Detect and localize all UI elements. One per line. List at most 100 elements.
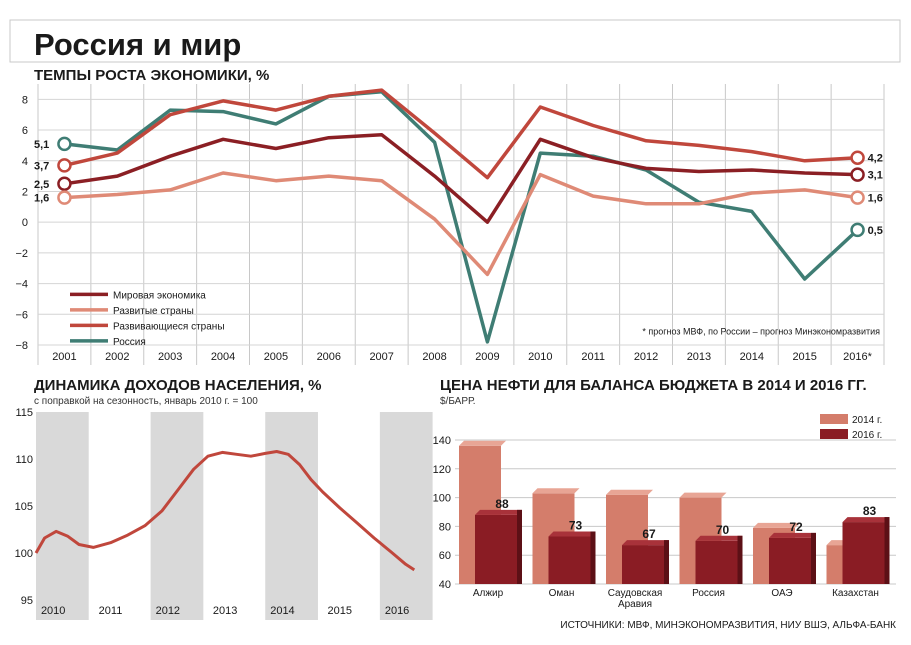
start-marker: [57, 136, 72, 152]
x-tick-label: 2002: [105, 351, 129, 363]
x-tick-label: 2008: [422, 351, 446, 363]
start-marker: [57, 190, 72, 205]
bar-value-label: 67: [642, 527, 656, 541]
y-tick-label: 120: [433, 464, 451, 476]
legend-swatch: [820, 429, 848, 439]
bar-value-label: 88: [495, 497, 509, 511]
oil-chart: 140 120 100 80 60 40 88 Алжир 73 Оман 67 Саудовская…: [433, 414, 896, 610]
y-tick-label: 95: [21, 595, 33, 607]
bar-2016: [622, 545, 664, 584]
bar-2016: [769, 537, 811, 584]
x-tick-label: 2014: [270, 605, 294, 617]
x-tick-label: 2015: [792, 351, 816, 363]
bar-2016-side: [590, 531, 596, 584]
x-tick-label: 2006: [317, 351, 341, 363]
bar-2016-side: [884, 517, 890, 584]
header-box: [9, 19, 901, 63]
bar-value-label: 72: [789, 520, 803, 534]
end-value-label: 1,6: [868, 193, 883, 205]
bar-2016-top: [695, 535, 743, 541]
bar-2016-side: [811, 532, 816, 584]
x-tick-label: 2009: [475, 351, 499, 363]
legend-swatch: [820, 414, 848, 424]
bar-2016-side: [737, 535, 743, 584]
year-band: [379, 412, 433, 620]
end-marker: [850, 167, 865, 182]
category-label: Алжир: [473, 588, 504, 599]
bar-2016-side: [517, 509, 522, 584]
y-tick-label: 60: [439, 550, 451, 562]
end-marker: [850, 222, 865, 238]
series-line: [64, 171, 858, 277]
x-tick-label: 2010: [41, 605, 65, 617]
bar-2016: [548, 536, 591, 584]
y-tick-label: 6: [22, 125, 28, 137]
end-value-label: 0,5: [868, 225, 883, 237]
bar-value-label: 73: [569, 518, 583, 532]
legend-label: 2016 г.: [852, 430, 882, 441]
legend-label: Россия: [113, 337, 146, 348]
year-band: [36, 412, 89, 620]
y-tick-label: 0: [22, 217, 28, 229]
x-tick-label: 2011: [99, 605, 123, 617]
y-tick-label: 4: [22, 156, 28, 168]
x-tick-label: 2016: [385, 605, 409, 617]
y-tick-label: 110: [15, 454, 33, 466]
start-marker: [57, 176, 72, 192]
legend-label: Развивающиеся страны: [113, 321, 225, 332]
bar-2016-side: [664, 540, 669, 584]
x-tick-label: 2011: [581, 351, 605, 363]
bar-value-label: 70: [716, 523, 730, 537]
forecast-note: * прогноз МВФ, по России – прогноз Минэк…: [642, 326, 880, 336]
start-value-label: 2,5: [34, 179, 49, 191]
start-value-label: 5,1: [34, 139, 49, 151]
x-tick-label: 2016*: [843, 351, 872, 363]
bar-2014-top: [459, 440, 506, 446]
income-chart: 115 110 105 100 95 2010 2011 2012 2013 2014 2015 20…: [15, 407, 433, 620]
growth-chart-title: ТЕМПЫ РОСТА ЭКОНОМИКИ, %: [34, 67, 269, 84]
growth-chart: 8 6 4 2 0 −2 −4 −6 −8 2001 2002 2003 2004 2005 2006 200…: [15, 84, 885, 365]
bar-2014-top: [753, 522, 800, 528]
series-line: [64, 132, 858, 224]
y-tick-label: 115: [15, 407, 33, 419]
end-value-label: 3,1: [868, 170, 883, 182]
category-label: Аравия: [618, 599, 652, 610]
bar-2016-top: [622, 540, 669, 546]
bar-value-label: 83: [863, 504, 877, 518]
end-marker: [850, 150, 865, 165]
source-note: ИСТОЧНИКИ: МВФ, МИНЭКОНОМРАЗВИТИЯ, НИУ В…: [560, 620, 896, 631]
x-tick-label: 2012: [156, 605, 180, 617]
legend-label: 2014 г.: [852, 415, 882, 426]
y-tick-label: 100: [15, 548, 33, 560]
series-line: [64, 89, 859, 344]
income-chart-title: ДИНАМИКА ДОХОДОВ НАСЕЛЕНИЯ, %: [34, 377, 322, 394]
y-tick-label: 40: [439, 579, 451, 591]
end-marker: [850, 190, 865, 205]
start-value-label: 3,7: [34, 160, 49, 172]
x-tick-label: 2001: [52, 351, 76, 363]
x-tick-label: 2015: [328, 605, 352, 617]
x-tick-label: 2004: [211, 351, 235, 363]
category-label: Саудовская: [608, 588, 663, 599]
y-tick-label: 8: [22, 94, 28, 106]
bar-2016: [475, 514, 517, 584]
bar-2016-top: [475, 509, 522, 515]
y-tick-label: −6: [15, 309, 28, 321]
y-tick-label: 105: [15, 501, 33, 513]
x-tick-label: 2005: [264, 351, 288, 363]
bar-2016: [695, 540, 738, 584]
start-marker: [57, 158, 72, 173]
oil-chart-title: ЦЕНА НЕФТИ ДЛЯ БАЛАНСА БЮДЖЕТА В 2014 И …: [440, 377, 867, 394]
y-tick-label: 2: [22, 186, 28, 198]
bar-2014-top: [679, 492, 727, 498]
category-label: Оман: [549, 588, 575, 599]
year-band: [150, 412, 204, 620]
y-tick-label: −2: [15, 248, 28, 260]
start-value-label: 1,6: [34, 193, 49, 205]
series-line: [64, 88, 858, 180]
income-chart-subtitle: с поправкой на сезонность, январь 2010 г…: [34, 396, 258, 407]
oil-chart-ylabel: $/БАРР.: [440, 396, 476, 407]
category-label: Россия: [692, 588, 725, 599]
end-value-label: 4,2: [868, 153, 883, 165]
